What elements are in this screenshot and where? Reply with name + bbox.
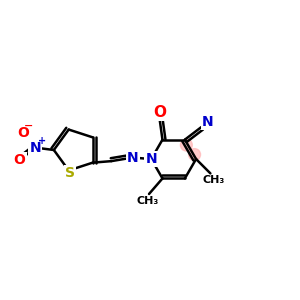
Circle shape: [180, 139, 192, 151]
Text: CH₃: CH₃: [136, 196, 159, 206]
Text: N: N: [202, 115, 214, 129]
Text: −: −: [24, 121, 34, 131]
Text: S: S: [65, 166, 75, 180]
Text: O: O: [153, 105, 166, 120]
Text: N: N: [127, 151, 139, 165]
Text: O: O: [14, 154, 26, 167]
Text: N: N: [29, 141, 41, 154]
Circle shape: [189, 148, 200, 160]
Text: N: N: [146, 152, 157, 166]
Text: CH₃: CH₃: [203, 175, 225, 185]
Text: +: +: [38, 136, 46, 146]
Text: N: N: [146, 152, 157, 166]
Text: O: O: [17, 126, 29, 140]
